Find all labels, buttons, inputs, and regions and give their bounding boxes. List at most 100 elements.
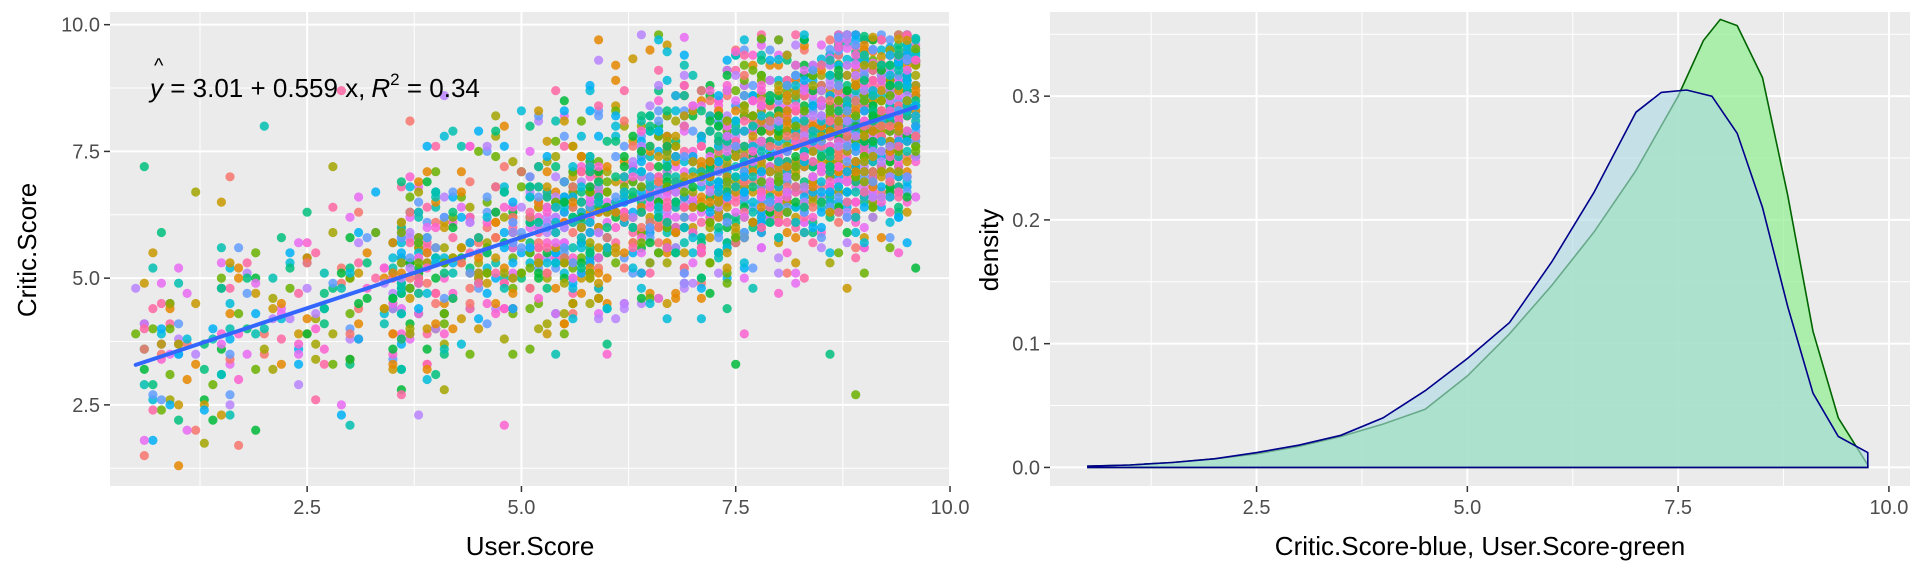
scatter-point: [816, 177, 827, 187]
scatter-point: [594, 268, 604, 278]
scatter-point: [679, 32, 689, 43]
scatter-point: [679, 268, 689, 278]
scatter-point: [302, 258, 312, 268]
scatter-y-axis-label: Critic.Score: [12, 183, 42, 317]
scatter-point: [174, 263, 184, 273]
scatter-point: [654, 202, 664, 212]
scatter-point: [731, 172, 741, 182]
x-tick-label: 5.0: [508, 497, 536, 519]
scatter-point: [868, 202, 878, 212]
scatter-point: [576, 288, 587, 298]
scatter-point: [782, 207, 792, 217]
scatter-point: [559, 141, 569, 151]
scatter-point: [251, 278, 261, 288]
scatter-point: [576, 151, 587, 162]
scatter-point: [765, 197, 775, 207]
scatter-point: [251, 248, 261, 258]
scatter-point: [885, 91, 895, 101]
scatter-point: [782, 106, 792, 116]
scatter-point: [576, 197, 587, 207]
scatter-point: [216, 369, 226, 380]
scatter-point: [611, 136, 621, 146]
scatter-point: [645, 182, 655, 192]
scatter-point: [748, 172, 758, 182]
scatter-point: [139, 162, 149, 172]
scatter-point: [765, 91, 775, 101]
y-tick-label: 7.5: [72, 141, 100, 163]
scatter-point: [911, 55, 921, 65]
scatter-point: [842, 131, 852, 141]
scatter-point: [636, 126, 647, 136]
scatter-point: [465, 177, 475, 187]
scatter-point: [225, 283, 235, 293]
scatter-point: [902, 126, 912, 136]
scatter-point: [791, 70, 801, 80]
scatter-point: [722, 304, 732, 314]
scatter-point: [679, 80, 689, 91]
scatter-point: [559, 243, 569, 253]
scatter-point: [319, 359, 329, 369]
scatter-point: [714, 248, 724, 258]
scatter-point: [405, 329, 415, 339]
scatter-point: [302, 283, 312, 293]
scatter-point: [774, 217, 784, 227]
scatter-point: [851, 167, 861, 177]
scatter-point: [679, 222, 689, 233]
scatter-point: [774, 157, 784, 167]
scatter-point: [825, 80, 835, 91]
scatter-point: [525, 283, 535, 293]
scatter-point: [808, 222, 818, 233]
scatter-point: [465, 202, 475, 212]
scatter-point: [834, 217, 844, 227]
scatter-point: [156, 324, 166, 334]
scatter-point: [456, 339, 466, 349]
scatter-point: [422, 278, 432, 288]
scatter-point: [876, 75, 887, 85]
scatter-point: [876, 106, 887, 116]
scatter-point: [739, 172, 749, 182]
scatter-point: [568, 273, 578, 283]
scatter-point: [508, 197, 518, 207]
scatter-point: [319, 304, 329, 314]
scatter-point: [791, 258, 801, 268]
scatter-point: [242, 273, 252, 283]
scatter-point: [508, 157, 518, 167]
scatter-point: [439, 243, 449, 253]
scatter-point: [834, 96, 844, 106]
scatter-point: [491, 151, 501, 162]
scatter-point: [294, 329, 304, 339]
scatter-point: [139, 380, 149, 390]
scatter-point: [876, 96, 887, 106]
y-tick-label: 2.5: [72, 395, 100, 417]
scatter-point: [619, 304, 629, 314]
scatter-point: [396, 217, 406, 227]
scatter-point: [756, 55, 767, 65]
scatter-point: [696, 157, 707, 167]
scatter-point: [808, 238, 818, 248]
scatter-point: [799, 227, 809, 238]
y-tick-label: 5.0: [72, 268, 100, 290]
scatter-point: [722, 116, 732, 126]
scatter-point: [602, 233, 612, 243]
scatter-point: [388, 238, 398, 248]
scatter-point: [671, 293, 681, 303]
scatter-point: [902, 172, 912, 182]
scatter-point: [414, 238, 424, 248]
scatter-point: [774, 35, 784, 45]
scatter-point: [602, 304, 612, 314]
scatter-point: [294, 238, 304, 248]
scatter-point: [156, 339, 166, 349]
scatter-point: [885, 60, 895, 70]
scatter-point: [439, 131, 449, 141]
scatter-point: [816, 101, 827, 111]
scatter-point: [851, 50, 861, 60]
scatter-point: [859, 106, 869, 116]
scatter-point: [765, 75, 775, 85]
scatter-point: [354, 268, 364, 278]
scatter-point: [851, 227, 861, 238]
scatter-point: [731, 70, 741, 80]
scatter-point: [902, 146, 912, 156]
scatter-point: [208, 380, 218, 390]
scatter-point: [182, 374, 192, 385]
scatter-point: [756, 34, 767, 44]
